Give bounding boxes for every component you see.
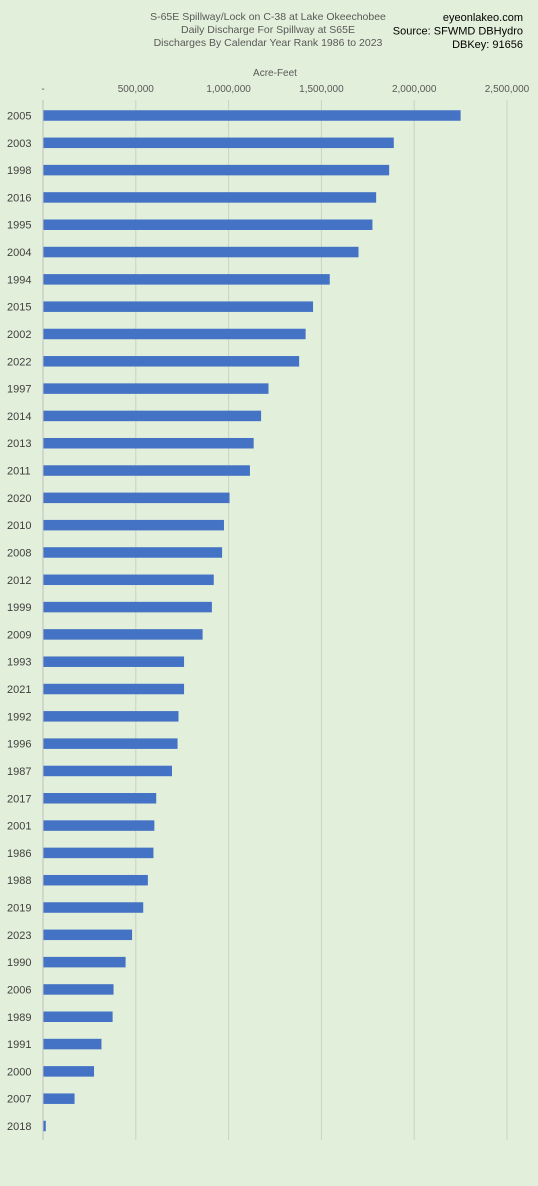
category-label: 1989 xyxy=(7,1012,31,1024)
chart-title-line: S-65E Spillway/Lock on C-38 at Lake Okee… xyxy=(150,11,386,23)
category-label: 2013 xyxy=(7,438,31,450)
x-tick-label: - xyxy=(41,84,44,95)
category-label: 1988 xyxy=(7,875,31,887)
bar-1986 xyxy=(43,847,154,859)
x-axis-ticks: - 500,000 1,000,000 1,500,000 2,000,000 2,500… xyxy=(41,84,529,95)
category-label: 1995 xyxy=(7,220,31,232)
category-label: 1998 xyxy=(7,165,31,177)
category-label: 2018 xyxy=(7,1121,31,1133)
category-label: 2017 xyxy=(7,793,31,805)
bar-2016 xyxy=(43,192,377,203)
bar-2020 xyxy=(43,492,230,504)
bar-2010 xyxy=(43,519,224,531)
category-label: 2022 xyxy=(7,356,31,368)
bar-2003 xyxy=(43,137,394,149)
bar-2007 xyxy=(43,1093,75,1104)
bar-2004 xyxy=(43,246,359,258)
bar-2012 xyxy=(43,574,214,586)
category-label: 2002 xyxy=(7,329,31,341)
bar-2015 xyxy=(43,301,314,312)
bar-1999 xyxy=(43,601,212,613)
x-tick-label: 2,500,000 xyxy=(485,84,530,95)
bars xyxy=(43,110,461,1132)
source-line: DBKey: 91656 xyxy=(452,39,523,51)
category-label: 2003 xyxy=(7,138,31,150)
bar-1987 xyxy=(43,765,172,777)
category-label: 2021 xyxy=(7,684,31,696)
bar-1988 xyxy=(43,874,148,886)
category-label: 2007 xyxy=(7,1094,31,1106)
category-label: 2011 xyxy=(7,466,31,478)
bar-2023 xyxy=(43,929,133,941)
bar-2017 xyxy=(43,793,157,804)
bar-2014 xyxy=(43,410,262,422)
category-label: 1996 xyxy=(7,739,31,751)
bar-1990 xyxy=(43,956,126,968)
chart-title-line: Discharges By Calendar Year Rank 1986 to… xyxy=(154,37,383,49)
bar-1992 xyxy=(43,711,179,722)
category-label: 1999 xyxy=(7,602,31,614)
x-tick-label: 500,000 xyxy=(118,84,155,95)
category-label: 1986 xyxy=(7,848,31,860)
category-label: 2000 xyxy=(7,1066,31,1078)
chart-title-block: S-65E Spillway/Lock on C-38 at Lake Okee… xyxy=(150,11,386,49)
gridlines xyxy=(135,100,508,1140)
category-label: 1993 xyxy=(7,657,31,669)
category-label: 1994 xyxy=(7,274,31,286)
bar-1989 xyxy=(43,1011,113,1023)
category-label: 2020 xyxy=(7,493,31,505)
category-label: 2008 xyxy=(7,547,31,559)
x-tick-label: 1,000,000 xyxy=(206,84,251,95)
bar-1991 xyxy=(43,1038,102,1050)
category-label: 2012 xyxy=(7,575,31,587)
category-labels: 2005 2003 1998 2016 1995 2004 1994 2015 2002 2022… xyxy=(7,111,31,1134)
source-block: eyeonlakeo.com Source: SFWMD DBHydroDBKey… xyxy=(393,12,523,51)
bar-2001 xyxy=(43,820,155,831)
category-label: 2010 xyxy=(7,520,31,532)
category-label: 2015 xyxy=(7,302,31,314)
bar-1998 xyxy=(43,164,390,176)
bar-1997 xyxy=(43,383,269,394)
bar-2022 xyxy=(43,356,300,367)
category-label: 2016 xyxy=(7,192,31,204)
bar-2000 xyxy=(43,1066,95,1077)
source-line: Source: SFWMD DBHydro xyxy=(393,26,523,38)
category-label: 2006 xyxy=(7,984,31,996)
bar-2019 xyxy=(43,902,144,913)
category-label: 2019 xyxy=(7,903,31,915)
category-label: 1997 xyxy=(7,384,31,396)
category-label: 1992 xyxy=(7,711,31,723)
bar-2009 xyxy=(43,629,203,640)
category-label: 2023 xyxy=(7,930,31,942)
bar-1996 xyxy=(43,738,178,749)
category-label: 2014 xyxy=(7,411,31,423)
category-label: 2005 xyxy=(7,111,31,123)
x-tick-label: 2,000,000 xyxy=(392,84,437,95)
bar-2005 xyxy=(43,110,461,121)
bar-2021 xyxy=(43,683,185,695)
x-tick-label: 1,500,000 xyxy=(299,84,344,95)
bar-1994 xyxy=(43,274,330,285)
category-label: 2004 xyxy=(7,247,31,259)
category-label: 1991 xyxy=(7,1039,31,1051)
x-axis-title: Acre-Feet xyxy=(253,68,297,79)
bar-2008 xyxy=(43,547,223,558)
bar-1995 xyxy=(43,219,373,230)
category-label: 2009 xyxy=(7,629,31,641)
bar-2018 xyxy=(43,1120,46,1132)
category-label: 1987 xyxy=(7,766,31,778)
chart-title-line: Daily Discharge For Spillway at S65E xyxy=(181,24,355,36)
bar-2013 xyxy=(43,437,254,449)
category-label: 2001 xyxy=(7,821,31,833)
bar-2002 xyxy=(43,328,306,340)
bar-2011 xyxy=(43,465,250,476)
bar-2006 xyxy=(43,984,114,995)
category-label: 1990 xyxy=(7,957,31,969)
source-line: eyeonlakeo.com xyxy=(443,12,523,24)
bar-1993 xyxy=(43,656,185,667)
